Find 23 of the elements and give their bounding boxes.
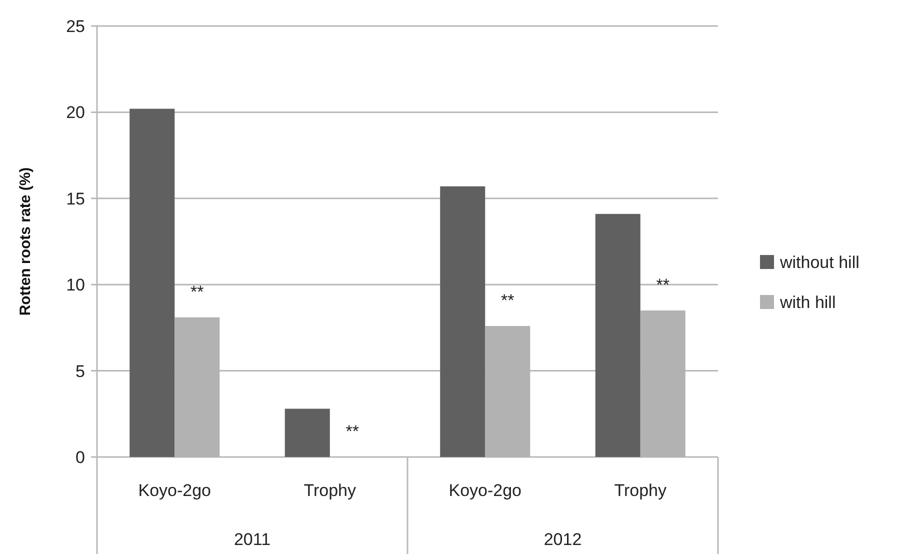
x-tick-label: Trophy <box>304 481 357 500</box>
x-tick-label: Koyo-2go <box>448 481 522 500</box>
bar <box>284 408 330 457</box>
legend-label: without hill <box>779 252 860 272</box>
x-tick-label: Koyo-2go <box>138 481 212 500</box>
y-axis-title: Rotten roots rate (%) <box>17 167 34 316</box>
bar <box>440 186 486 457</box>
y-tick-label: 5 <box>76 362 85 381</box>
annotation: ** <box>346 422 360 441</box>
bar <box>130 108 175 457</box>
bar <box>595 214 640 457</box>
annotation: ** <box>190 282 204 302</box>
x-tick-label: Trophy <box>614 481 668 500</box>
text: 2011 <box>234 530 271 549</box>
y-tick-label: 10 <box>66 276 85 295</box>
y-tick-label: 25 <box>66 16 85 36</box>
y-tick-label: 15 <box>66 189 85 208</box>
legend-label: with hill <box>779 292 836 312</box>
annotation: ** <box>501 290 515 310</box>
y-tick-label: 0 <box>76 448 85 467</box>
y-tick-label: 20 <box>66 103 85 122</box>
text: 2012 <box>544 530 582 549</box>
annotation: ** <box>656 275 670 294</box>
